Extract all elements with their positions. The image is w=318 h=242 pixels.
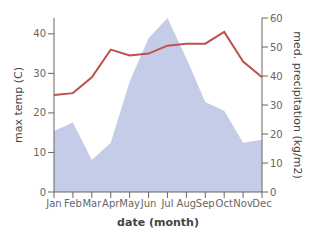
svg-text:10: 10 (270, 158, 283, 169)
svg-text:60: 60 (270, 13, 283, 24)
svg-text:40: 40 (270, 71, 283, 82)
svg-text:30: 30 (33, 68, 46, 79)
svg-text:Nov: Nov (233, 198, 253, 209)
svg-text:10: 10 (33, 147, 46, 158)
svg-text:30: 30 (270, 100, 283, 111)
svg-text:0: 0 (270, 187, 276, 198)
svg-text:Jul: Jul (160, 198, 173, 209)
svg-text:40: 40 (33, 28, 46, 39)
svg-text:Dec: Dec (252, 198, 271, 209)
svg-text:0: 0 (40, 187, 46, 198)
svg-text:Feb: Feb (64, 198, 82, 209)
svg-text:Sep: Sep (196, 198, 215, 209)
svg-text:Jun: Jun (140, 198, 157, 209)
svg-text:Apr: Apr (102, 198, 120, 209)
svg-text:date (month): date (month) (117, 216, 199, 229)
svg-text:max temp (C): max temp (C) (12, 67, 25, 143)
svg-text:Oct: Oct (216, 198, 233, 209)
svg-text:med. precipitation (kg/m2): med. precipitation (kg/m2) (291, 31, 304, 179)
svg-text:Aug: Aug (177, 198, 197, 209)
svg-text:50: 50 (270, 42, 283, 53)
svg-text:20: 20 (33, 107, 46, 118)
svg-text:May: May (119, 198, 140, 209)
svg-text:20: 20 (270, 129, 283, 140)
svg-text:Mar: Mar (82, 198, 102, 209)
svg-text:Jan: Jan (45, 198, 61, 209)
